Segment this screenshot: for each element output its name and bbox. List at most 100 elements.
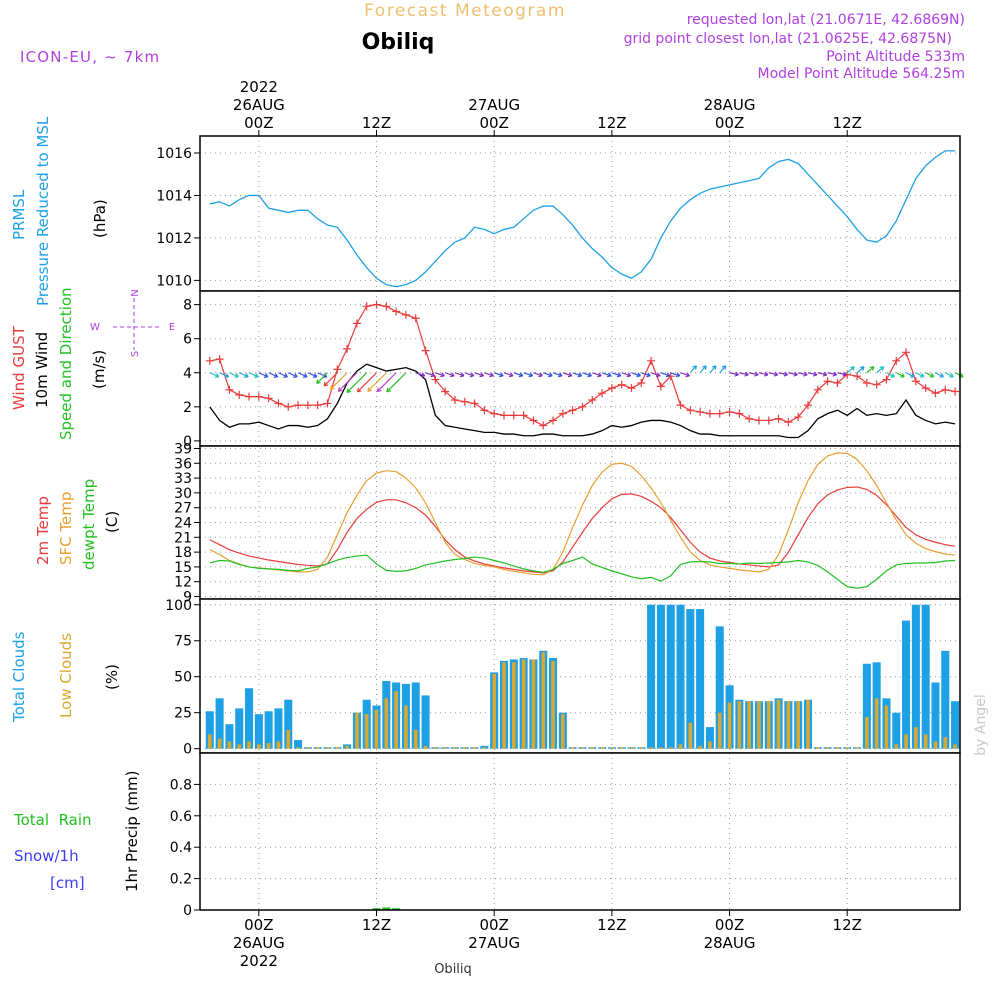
low-cloud-bar: [511, 662, 516, 749]
wind-arrow-head: [721, 365, 727, 370]
wind-arrow-head: [859, 366, 865, 371]
wind-arrow-head: [822, 371, 828, 377]
top-hour-label: 00Z: [480, 114, 509, 132]
low-cloud-bar: [766, 701, 771, 749]
low-cloud-bar: [815, 747, 820, 749]
low-cloud-bar: [727, 702, 732, 749]
gust-point: [392, 307, 401, 316]
wind-arrow: [739, 372, 749, 376]
wind-arrow-head: [910, 373, 915, 378]
wind-arrow: [729, 372, 739, 376]
wind-arrow: [807, 372, 818, 376]
wind-arrow-head: [597, 372, 602, 378]
wind-arrow-head: [508, 372, 514, 378]
bottom-hour-label: 00Z: [715, 916, 744, 934]
y-tick-label: 0.2: [170, 872, 192, 888]
total-rain-label: Total Rain: [13, 811, 92, 829]
wind-arrow-head: [567, 372, 573, 378]
wind-arrow-head: [430, 372, 436, 378]
gust-point: [804, 401, 812, 410]
wind-arrow: [935, 372, 944, 378]
gust-point: [264, 394, 273, 403]
total-cloud-bar: [862, 663, 871, 749]
low-cloud-bar: [207, 734, 212, 749]
gust-point: [362, 302, 371, 311]
wind-arrow-head: [312, 373, 318, 378]
low-cloud-bar: [541, 652, 546, 749]
wind-arrow-head: [692, 365, 697, 370]
wind-arrow: [238, 372, 249, 378]
total-cloud-bar: [480, 745, 489, 749]
gust-point: [225, 385, 234, 394]
gust-point: [911, 377, 920, 386]
total-cloud-bar: [921, 604, 930, 749]
compass-n: N: [130, 289, 141, 296]
y-tick-label: 9: [183, 590, 192, 606]
temp-unit: (C): [103, 511, 121, 533]
wind-arrow-head: [316, 379, 321, 384]
total-cloud-bar: [274, 708, 283, 749]
wind-arrow: [513, 372, 523, 377]
wind-arrow: [297, 372, 308, 378]
wind-arrow-head: [538, 372, 543, 378]
gust-point: [892, 356, 901, 365]
wind-arrow-head: [346, 388, 352, 393]
wind-arrow-head: [869, 366, 875, 371]
low-cloud-bar: [453, 747, 457, 749]
total-cloud-bar: [656, 604, 665, 749]
gust-point: [245, 392, 254, 401]
model-altitude: Model Point Altitude 564.25m: [758, 66, 965, 82]
gust-point: [686, 406, 695, 415]
wind-arrow: [592, 372, 602, 377]
wind-arrow-head: [548, 372, 553, 378]
gust-point: [205, 356, 214, 365]
wind-arrow: [778, 372, 788, 376]
total-cloud-bar: [951, 701, 960, 749]
low-cloud-bar: [286, 729, 291, 749]
low-cloud-bar: [394, 691, 398, 749]
wind-arrow: [954, 372, 964, 378]
low-cloud-bar: [296, 747, 300, 749]
wind-arrow: [925, 372, 934, 378]
total-clouds-label: Total Clouds: [10, 631, 28, 723]
wind-arrow: [641, 372, 651, 377]
wind-arrow-head: [711, 365, 717, 370]
gust-point: [813, 385, 822, 394]
bottom-hour-label: 12Z: [597, 916, 626, 934]
low-cloud-bar: [384, 698, 389, 749]
wind-arrow: [817, 372, 827, 376]
gust-point: [372, 300, 381, 309]
gust-point: [705, 409, 714, 418]
pressure-panel: 1010 1012 1014 1016: [156, 135, 961, 292]
wind-arrow-head: [754, 371, 759, 377]
wind-arrow: [915, 372, 925, 378]
low-cloud-bar: [835, 747, 840, 749]
wind-arrow-head: [244, 373, 249, 378]
pressure-unit: (hPa): [91, 199, 109, 238]
wind-arrow-head: [646, 372, 651, 378]
low-cloud-bar: [404, 705, 408, 749]
top-date-label: 26AUG: [233, 96, 285, 114]
low-cloud-bar: [335, 747, 340, 749]
wind-arrow-head: [734, 371, 739, 377]
wind10-label: 10m Wind: [33, 332, 51, 408]
total-cloud-bar: [715, 626, 724, 749]
pressure-panel-labels: PRMSL Pressure Reduced to MSL (hPa): [10, 116, 109, 306]
precip-ylabel: 1hr Precip (mm): [123, 771, 141, 892]
wind-arrow: [611, 372, 622, 377]
wind-arrow-head: [793, 371, 798, 377]
low-cloud-bar: [374, 709, 379, 749]
gust-point: [529, 416, 538, 425]
cloud-unit: (%): [103, 664, 121, 690]
bottom-date-label: 28AUG: [704, 934, 756, 952]
gust-point: [941, 385, 950, 394]
gust-point: [333, 365, 342, 374]
y-tick-label: 0.4: [170, 840, 192, 856]
wind-arrow-head: [636, 372, 641, 378]
low-cloud-bar: [649, 747, 653, 749]
low-cloud-bar: [492, 673, 497, 749]
wind-arrow-head: [283, 373, 288, 378]
gust-point: [431, 375, 440, 384]
gust-point: [754, 416, 763, 425]
